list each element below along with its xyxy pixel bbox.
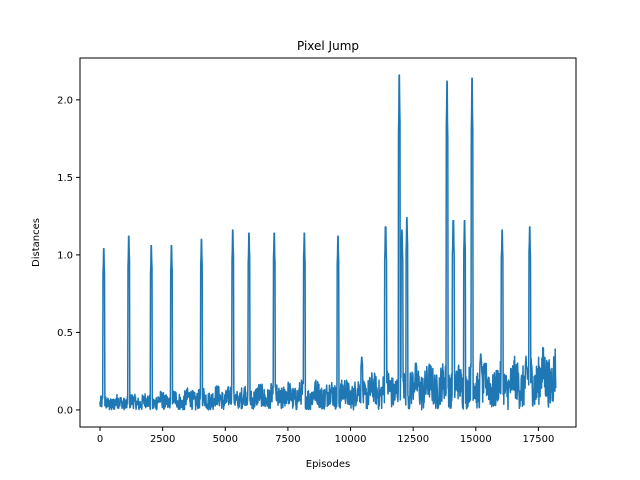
y-tick-label: 1.0 (57, 250, 73, 261)
x-tick-label: 0 (97, 434, 103, 445)
y-tick-label: 1.5 (57, 173, 73, 184)
plot-frame (79, 57, 577, 428)
x-axis-label: Episodes (306, 459, 350, 470)
x-tick-label: 7500 (275, 434, 300, 445)
x-tick-label: 5000 (213, 434, 238, 445)
x-tick-label: 10000 (335, 434, 367, 445)
x-tick-label: 17500 (523, 434, 555, 445)
x-tick-label: 15000 (460, 434, 492, 445)
x-tick-label: 12500 (397, 434, 429, 445)
series-line (99, 74, 557, 411)
y-tick-label: 0.0 (57, 405, 73, 416)
plot-area (99, 74, 557, 411)
x-tick-label: 2500 (150, 434, 175, 445)
y-axis-label: Distances (31, 218, 42, 267)
y-tick-label: 0.5 (57, 328, 73, 339)
axis-ticks: 0 2500 5000 7500 10000 12500 15000 17500 0.0 0.5 1… (57, 95, 554, 445)
chart-title: Pixel Jump (297, 39, 359, 53)
y-tick-label: 2.0 (57, 95, 73, 106)
